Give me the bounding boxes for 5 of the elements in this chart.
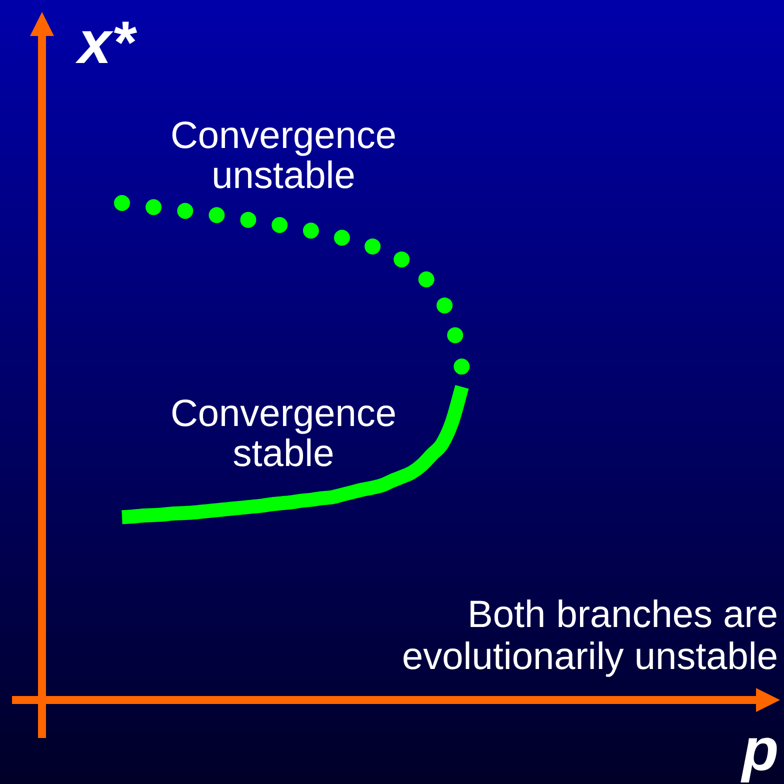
series-label: Convergence unstable bbox=[170, 115, 397, 198]
annotation: Both branches are evolutionarily unstable bbox=[402, 594, 778, 678]
y-axis-title: x* bbox=[78, 9, 135, 76]
x-axis-title: p bbox=[742, 716, 779, 783]
series-label: Convergence stable bbox=[170, 393, 397, 476]
